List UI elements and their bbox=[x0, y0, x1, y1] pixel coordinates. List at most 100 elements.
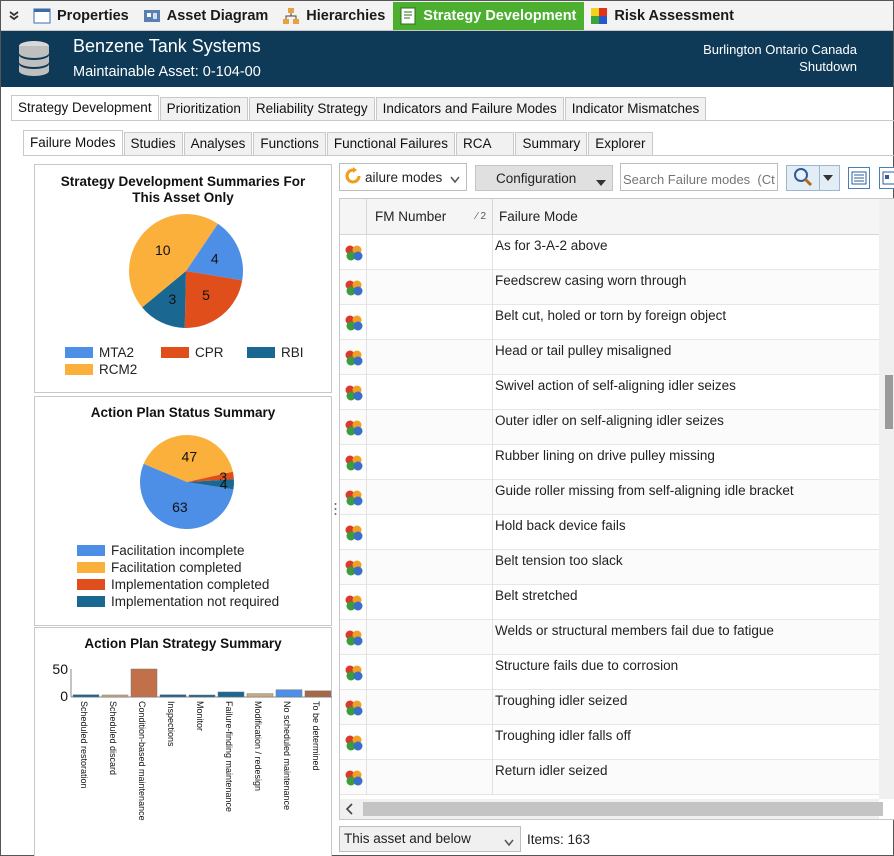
tab-hierarchies[interactable]: Hierarchies bbox=[276, 2, 393, 30]
search-button[interactable] bbox=[786, 165, 840, 191]
failure-mode-cell: Head or tail pulley misaligned bbox=[495, 343, 672, 358]
tab-functions[interactable]: Functions bbox=[253, 132, 326, 156]
refresh-icon bbox=[344, 166, 362, 188]
x-tick-label: Scheduled restoration bbox=[79, 701, 89, 789]
table-row[interactable]: Belt tension too slack bbox=[340, 550, 894, 585]
tab-label: Risk Assessment bbox=[614, 7, 734, 24]
legend-label: RBI bbox=[281, 345, 304, 360]
pie-value-label: 3 bbox=[168, 291, 176, 307]
table-row[interactable]: Troughing idler falls off bbox=[340, 725, 894, 760]
cell-divider bbox=[492, 340, 493, 375]
x-tick-label: Scheduled discard bbox=[108, 701, 118, 775]
table-row[interactable]: Hold back device fails bbox=[340, 515, 894, 550]
tab-indicators-failure-modes[interactable]: Indicators and Failure Modes bbox=[375, 97, 564, 121]
legend-swatch bbox=[65, 347, 93, 358]
horizontal-scroll-thumb[interactable] bbox=[363, 802, 883, 816]
legend-swatch bbox=[247, 347, 275, 358]
database-icon bbox=[17, 40, 51, 81]
strategy-bar-card: Action Plan Strategy Summary 50 0 Schedule… bbox=[34, 627, 332, 856]
tab-indicator-mismatches[interactable]: Indicator Mismatches bbox=[564, 97, 707, 121]
list-view-icon[interactable] bbox=[848, 167, 870, 189]
view-dropdown[interactable]: ailure modes bbox=[339, 163, 467, 191]
table-row[interactable]: Guide roller missing from self-aligning … bbox=[340, 480, 894, 515]
column-header-failure-mode[interactable]: Failure Mode bbox=[492, 199, 578, 235]
cell-divider bbox=[492, 620, 493, 655]
search-options-caret-icon[interactable] bbox=[819, 166, 833, 190]
failure-mode-icon bbox=[344, 559, 364, 577]
failure-mode-cell: As for 3-A-2 above bbox=[495, 238, 608, 253]
table-row[interactable]: Belt cut, holed or torn by foreign objec… bbox=[340, 305, 894, 340]
tab-summary[interactable]: Summary bbox=[515, 132, 588, 156]
cell-divider bbox=[366, 760, 367, 795]
collapse-chevron-icon[interactable] bbox=[1, 1, 27, 31]
status-pie-chart: 63 47 34 bbox=[140, 435, 234, 530]
risk-matrix-icon bbox=[590, 7, 608, 25]
x-tick-label: No scheduled maintenance bbox=[282, 701, 292, 810]
bar-2 bbox=[130, 668, 158, 698]
tab-strategy-development-sub[interactable]: Strategy Development bbox=[11, 95, 159, 121]
column-header-fm-number[interactable]: FM Number ⁄ 2 bbox=[366, 199, 492, 235]
column-label: FM Number bbox=[375, 209, 447, 224]
table-row[interactable]: Return idler seized bbox=[340, 760, 894, 795]
tab-asset-diagram[interactable]: Asset Diagram bbox=[137, 2, 277, 30]
asset-header: Benzene Tank Systems Maintainable Asset:… bbox=[1, 31, 893, 87]
tab-strategy-development[interactable]: Strategy Development bbox=[393, 1, 585, 30]
legend-item: RBI bbox=[247, 344, 327, 361]
tab-failure-modes[interactable]: Failure Modes bbox=[23, 130, 123, 156]
failure-mode-cell: Belt cut, holed or torn by foreign objec… bbox=[495, 308, 727, 323]
tab-prioritization[interactable]: Prioritization bbox=[159, 97, 248, 121]
table-row[interactable]: Head or tail pulley misaligned bbox=[340, 340, 894, 375]
scope-dropdown[interactable]: This asset and below bbox=[339, 826, 521, 852]
legend-swatch bbox=[77, 562, 105, 573]
table-row[interactable]: Feedscrew casing worn through bbox=[340, 270, 894, 305]
cell-divider bbox=[492, 690, 493, 725]
x-tick-label: Inspections bbox=[166, 701, 176, 747]
tab-risk-assessment[interactable]: Risk Assessment bbox=[584, 2, 742, 30]
cell-divider bbox=[492, 515, 493, 550]
scroll-left-icon[interactable] bbox=[344, 802, 354, 819]
tab-studies[interactable]: Studies bbox=[123, 132, 183, 156]
tab-explorer[interactable]: Explorer bbox=[588, 132, 653, 156]
pie-slice-rbi bbox=[142, 271, 186, 328]
cell-divider bbox=[366, 375, 367, 410]
failure-mode-icon bbox=[344, 629, 364, 647]
configuration-button[interactable]: Configuration bbox=[475, 165, 613, 191]
table-row[interactable]: Structure fails due to corrosion bbox=[340, 655, 894, 690]
vertical-scroll-thumb[interactable] bbox=[885, 375, 893, 429]
table-row[interactable]: Outer idler on self-aligning idler seize… bbox=[340, 410, 894, 445]
tab-rca[interactable]: RCA bbox=[455, 132, 515, 156]
vertical-scrollbar[interactable] bbox=[879, 199, 894, 799]
bar-7 bbox=[275, 689, 303, 698]
table-row[interactable]: Rubber lining on drive pulley missing bbox=[340, 445, 894, 480]
cell-divider bbox=[492, 760, 493, 795]
legend-label: Facilitation incomplete bbox=[111, 543, 245, 558]
failure-mode-cell: Troughing idler falls off bbox=[495, 728, 631, 743]
failure-mode-cell: Structure fails due to corrosion bbox=[495, 658, 679, 673]
table-row[interactable]: As for 3-A-2 above bbox=[340, 235, 894, 270]
tab-functional-failures[interactable]: Functional Failures bbox=[326, 132, 455, 156]
tab-properties[interactable]: Properties bbox=[27, 2, 137, 30]
tab-reliability-strategy[interactable]: Reliability Strategy bbox=[248, 97, 375, 121]
splitter-handle[interactable] bbox=[334, 501, 337, 521]
failure-mode-cell: Rubber lining on drive pulley missing bbox=[495, 448, 715, 463]
failure-mode-icon bbox=[344, 349, 364, 367]
card-view-icon[interactable] bbox=[879, 167, 894, 189]
divider bbox=[23, 155, 894, 156]
asset-location: Burlington Ontario Canada Shutdown bbox=[703, 41, 857, 75]
pie-value-label: 5 bbox=[202, 287, 210, 303]
failure-mode-icon bbox=[344, 594, 364, 612]
table-row[interactable]: Swivel action of self-aligning idler sei… bbox=[340, 375, 894, 410]
strategy-bar-chart: 50 0 Scheduled restoration Scheduled discar… bbox=[52, 661, 332, 821]
legend-label: MTA2 bbox=[99, 345, 135, 360]
table-row[interactable]: Welds or structural members fail due to … bbox=[340, 620, 894, 655]
tab-analyses[interactable]: Analyses bbox=[183, 132, 253, 156]
tab-label: Asset Diagram bbox=[166, 7, 269, 24]
failure-mode-cell: Outer idler on self-aligning idler seize… bbox=[495, 413, 724, 428]
table-row[interactable]: Belt stretched bbox=[340, 585, 894, 620]
search-input[interactable] bbox=[620, 163, 778, 191]
cell-divider bbox=[492, 270, 493, 305]
tabs-level1: Strategy Development Prioritization Reli… bbox=[11, 95, 707, 121]
sort-indicator: ⁄ 2 bbox=[475, 211, 486, 222]
table-row[interactable]: Troughing idler seized bbox=[340, 690, 894, 725]
legend-swatch bbox=[77, 596, 105, 607]
